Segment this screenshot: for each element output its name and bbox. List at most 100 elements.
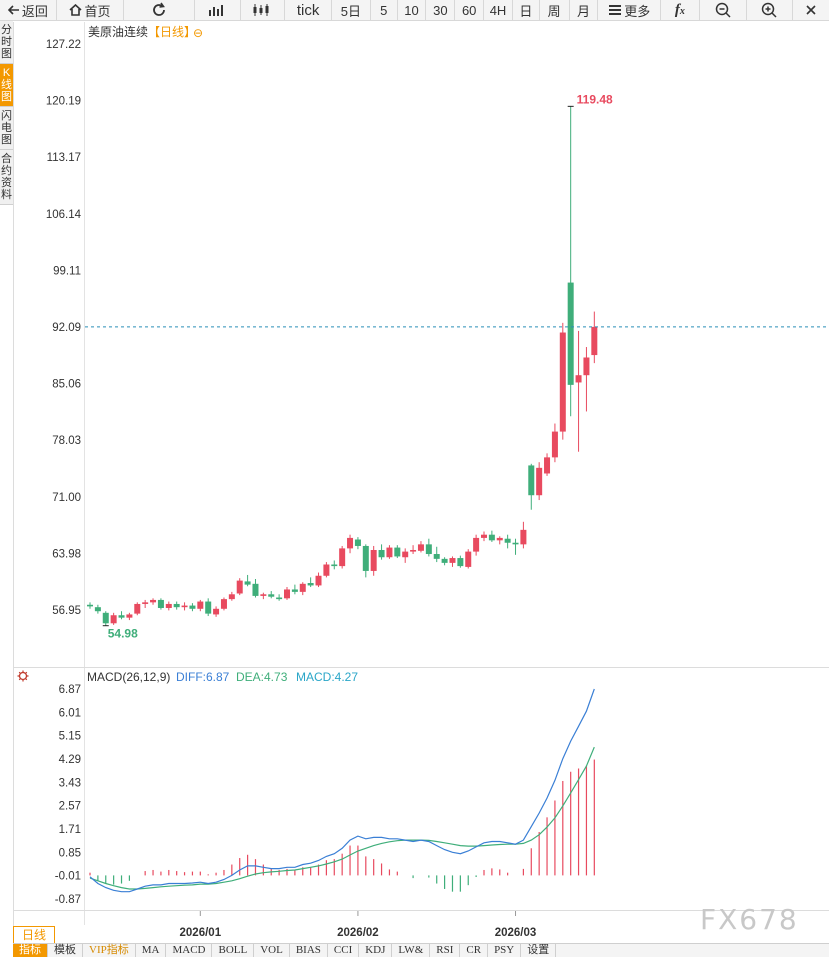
candle-body [331,564,338,567]
candle-body [134,603,141,614]
formula-button[interactable]: fx [661,0,700,20]
macd-y-tick-label: 1.71 [59,824,81,836]
period-label-60min: 60 [461,2,477,18]
macd-y-tick-label: 2.57 [59,801,81,813]
macd-y-tick-label: -0.87 [55,894,81,906]
candle-body [252,583,259,596]
candle-body [465,551,472,567]
macd-y-tick-label: -0.01 [55,871,81,883]
candle-body [236,580,243,594]
candle-body [551,431,558,458]
zoom-in-button[interactable] [747,0,794,20]
tab-boll[interactable]: BOLL [212,944,255,957]
candle-body [520,529,527,545]
tab-psy[interactable]: PSY [488,944,522,957]
candle-body [165,603,172,608]
side-tab-timeshare[interactable]: 分时图 [0,21,13,64]
candle-body [284,589,290,599]
chart-type-bar-button[interactable] [195,0,241,20]
tab-lw[interactable]: LW& [392,944,431,957]
settings-gear-icon[interactable] [17,670,29,682]
refresh-button[interactable] [124,0,195,20]
tab-rsi[interactable]: RSI [430,944,461,957]
candle-body [488,534,495,541]
tab-ma[interactable]: MA [136,944,167,957]
zoom-out-icon [715,2,731,18]
candle-body [205,601,212,614]
menu-icon [609,5,622,15]
period-label-30min: 30 [433,2,448,18]
candle-body [213,608,220,615]
candle-body [425,544,432,555]
main-y-tick-label: 71.00 [52,492,81,504]
candle-body [394,547,401,557]
macd-y-tick-label: 0.85 [59,847,81,859]
macd-y-tick-label: 6.01 [59,707,81,719]
main-y-tick-label: 56.95 [52,605,81,617]
tick-button[interactable]: tick [285,0,332,20]
candle-body [150,599,157,603]
tab-macd[interactable]: MACD [166,944,213,957]
candle-body [276,597,283,600]
period-30min[interactable]: 30 [426,0,456,20]
candle-body [370,549,377,571]
candle-body [118,615,125,618]
period-week[interactable]: 周 [540,0,570,20]
candle-body [291,589,298,592]
candle-body [102,612,109,624]
max-price-label: 119.48 [577,92,613,106]
main-y-tick-label: 92.09 [52,322,81,334]
tab-bias[interactable]: BIAS [290,944,328,957]
close-icon [806,5,816,15]
tab-indicators[interactable]: 指标 [13,944,48,957]
home-button[interactable]: 首页 [57,0,125,20]
macd-y-tick-label: 4.29 [59,754,81,766]
period-5day[interactable]: 5日 [332,0,371,20]
period-5min[interactable]: 5 [371,0,398,20]
side-tab-kline[interactable]: K线图 [0,64,13,107]
more-label: 更多 [624,3,651,19]
tab-cci[interactable]: CCI [328,944,360,957]
tick-label: tick [296,1,320,19]
candle-body [457,558,464,567]
tab-settings[interactable]: 设置 [521,944,557,957]
main-y-tick-label: 127.22 [46,39,81,51]
candle-body [260,594,267,596]
period-day[interactable]: 日 [513,0,540,20]
candlestick-series [87,106,598,626]
candle-body [189,605,196,609]
candle-body [307,583,314,586]
candle-body [94,607,101,612]
candle-body [544,457,551,474]
main-y-tick-label: 113.17 [47,152,81,164]
close-button[interactable] [793,0,829,20]
macd-y-tick-label: 5.15 [59,731,81,743]
min-price-label: 54.98 [108,627,138,641]
more-button[interactable]: 更多 [598,0,662,20]
x-tick-label: 2026/03 [495,927,537,939]
period-label[interactable]: 日线 [13,926,55,944]
zoom-in-icon [762,2,777,18]
period-month[interactable]: 月 [570,0,599,20]
tab-kdj[interactable]: KDJ [359,944,393,957]
zoom-out-button[interactable] [700,0,747,20]
tab-template[interactable]: 模板 [48,944,83,957]
candle-body [157,599,164,608]
candlestick-icon [253,4,269,16]
tab-vol[interactable]: VOL [254,944,290,957]
side-tab-contract-info[interactable]: 合约资料 [0,150,13,205]
period-4h[interactable]: 4H [484,0,513,20]
back-button[interactable]: 返回 [0,0,57,20]
chart-type-candle-button[interactable] [241,0,286,20]
period-60min[interactable]: 60 [455,0,485,20]
side-tab-flash[interactable]: 闪电图 [0,107,13,150]
candle-body [583,357,590,376]
period-label-day: 日 [519,3,533,19]
candle-body [354,539,361,546]
period-label-5min: 5 [380,2,388,18]
tab-cr[interactable]: CR [460,944,489,957]
period-10min[interactable]: 10 [398,0,427,20]
tab-vip-indicators[interactable]: VIP指标 [83,944,136,957]
collapse-circle-icon[interactable]: ⊖ [193,26,203,40]
